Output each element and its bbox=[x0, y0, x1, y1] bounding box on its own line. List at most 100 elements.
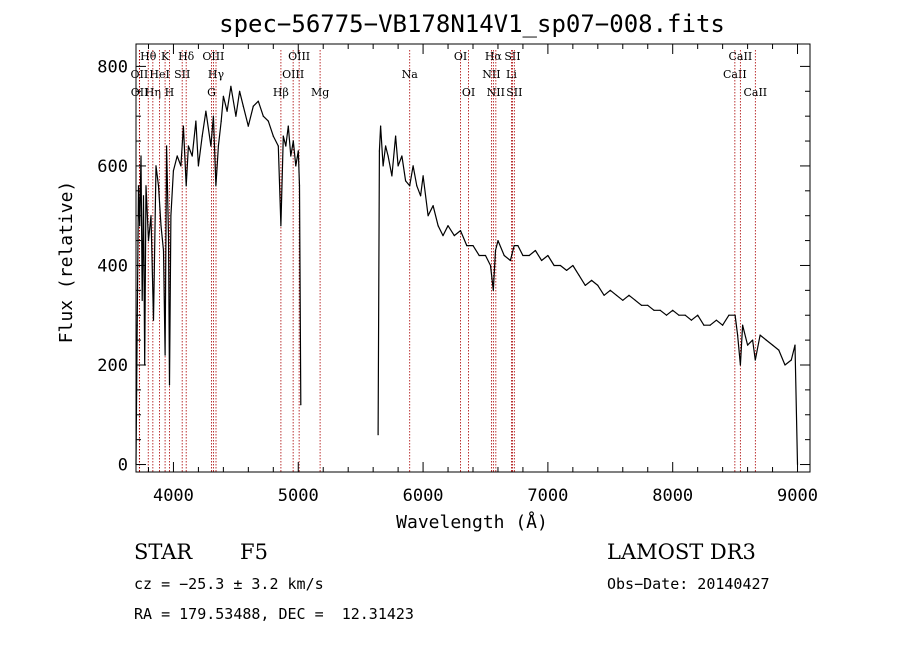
spectrum-point bbox=[578, 274, 580, 276]
spectrum-point bbox=[466, 245, 468, 247]
spectrum-point bbox=[282, 135, 284, 137]
spectral-line-label: SII bbox=[504, 50, 520, 63]
spectrum-segment bbox=[135, 85, 302, 465]
x-tick-label: 9000 bbox=[777, 486, 818, 506]
spectrum-point bbox=[420, 195, 422, 197]
spectrum-point bbox=[136, 324, 138, 326]
spectral-line-label: Mg bbox=[311, 86, 329, 99]
spectrum-point bbox=[447, 225, 449, 227]
spectrum-point bbox=[659, 309, 661, 311]
spectrum-point bbox=[220, 120, 222, 122]
spectrum-point bbox=[172, 170, 174, 172]
spectrum-point bbox=[164, 354, 166, 356]
spectrum-point bbox=[442, 235, 444, 237]
spectrum-point bbox=[747, 344, 749, 346]
spectrum-point bbox=[584, 284, 586, 286]
spectrum-point bbox=[297, 150, 299, 152]
spectrum-point bbox=[140, 155, 142, 157]
spectrum-point bbox=[385, 145, 387, 147]
spectrum-point bbox=[155, 165, 157, 167]
spectrum-point bbox=[257, 100, 259, 102]
spectrum-point bbox=[492, 289, 494, 291]
spectrum-point bbox=[292, 140, 294, 142]
spectrum-point bbox=[230, 85, 232, 87]
object-subclass: F5 bbox=[240, 540, 268, 564]
spectrum-point bbox=[280, 225, 282, 227]
spectrum-point bbox=[640, 304, 643, 306]
spectral-line-label: H bbox=[165, 86, 175, 99]
spectrum-point bbox=[603, 294, 605, 296]
x-tick-label: 6000 bbox=[403, 486, 444, 506]
spectrum-point bbox=[139, 225, 141, 227]
spectrum-point bbox=[437, 225, 439, 227]
spectrum-point bbox=[513, 245, 515, 247]
spectral-line-label: CaII bbox=[723, 68, 747, 81]
x-tick-label: 5000 bbox=[278, 486, 319, 506]
spectrum-point bbox=[597, 284, 599, 286]
spectrum-point bbox=[215, 185, 217, 187]
spectrum-point bbox=[201, 135, 203, 137]
spectrum-point bbox=[432, 205, 434, 207]
spectrum-point bbox=[235, 115, 237, 117]
spectrum-point bbox=[572, 264, 574, 267]
spectrum-point bbox=[147, 240, 150, 242]
spectrum-point bbox=[517, 245, 519, 247]
spectrum-point bbox=[541, 259, 543, 262]
redshift-velocity: cz = −25.3 ± 3.2 km/s bbox=[134, 575, 324, 593]
spectrum-point bbox=[566, 269, 568, 271]
spectrum-point bbox=[790, 359, 792, 361]
object-class: STAR bbox=[134, 540, 193, 564]
spectrum-point bbox=[252, 105, 254, 107]
spectrum-point bbox=[453, 235, 455, 237]
spectrum-series bbox=[135, 85, 799, 466]
spectrum-point bbox=[772, 344, 774, 346]
spectrum-point bbox=[195, 120, 197, 122]
spectrum-point bbox=[422, 175, 424, 177]
spectrum-point bbox=[472, 245, 474, 247]
spectral-line-label: Hθ bbox=[140, 50, 157, 63]
spectrum-point bbox=[728, 314, 730, 316]
y-tick-label: 0 bbox=[118, 456, 128, 476]
spectrum-point bbox=[722, 324, 724, 326]
spectrum-point bbox=[247, 125, 249, 127]
spectral-line-label: Hα bbox=[485, 50, 503, 63]
spectrum-point bbox=[497, 240, 499, 242]
spectral-line-label: OIII bbox=[288, 50, 310, 63]
spectrum-point bbox=[267, 120, 269, 122]
y-tick-label: 400 bbox=[97, 256, 128, 276]
spectrum-point bbox=[734, 314, 736, 316]
spectrum-point bbox=[784, 364, 786, 366]
spectrum-point bbox=[522, 254, 524, 257]
spectrum-point bbox=[242, 105, 244, 107]
spectrum-point bbox=[739, 364, 742, 366]
spectrum-point bbox=[427, 215, 429, 217]
spectral-line-label: Hγ bbox=[208, 68, 225, 81]
spectrum-point bbox=[737, 334, 739, 336]
spectrum-point bbox=[287, 125, 289, 127]
spectrum-point bbox=[416, 185, 418, 187]
y-tick-label: 800 bbox=[97, 57, 128, 77]
chart-title: spec−56775−VB178N14V1_sp07−008.fits bbox=[219, 10, 725, 38]
x-tick-label: 4000 bbox=[153, 486, 194, 506]
spectrum-point bbox=[226, 110, 228, 112]
spectral-line-label: CaII bbox=[729, 50, 753, 63]
spectrum-point bbox=[387, 155, 389, 157]
spectral-line-label: CaII bbox=[743, 86, 767, 99]
spectral-line-label: G bbox=[207, 86, 216, 99]
spectrum-point bbox=[478, 254, 480, 257]
spectrum-point bbox=[765, 339, 767, 341]
spectrum-point bbox=[742, 324, 744, 326]
spectrum-point bbox=[690, 319, 693, 321]
spectrum-point bbox=[503, 254, 505, 257]
spectrum-point bbox=[176, 155, 178, 157]
spectral-line-label: Li bbox=[506, 68, 517, 81]
spectral-line-label: HeI bbox=[149, 68, 169, 81]
spectrum-point bbox=[152, 319, 155, 321]
spectrum-point bbox=[459, 230, 462, 232]
spectrum-point bbox=[553, 264, 555, 267]
spectrum-point bbox=[217, 145, 219, 147]
y-axis-label: Flux (relative) bbox=[56, 181, 77, 344]
spectral-line-label: NII bbox=[482, 68, 500, 81]
spectrum-point bbox=[298, 185, 301, 187]
